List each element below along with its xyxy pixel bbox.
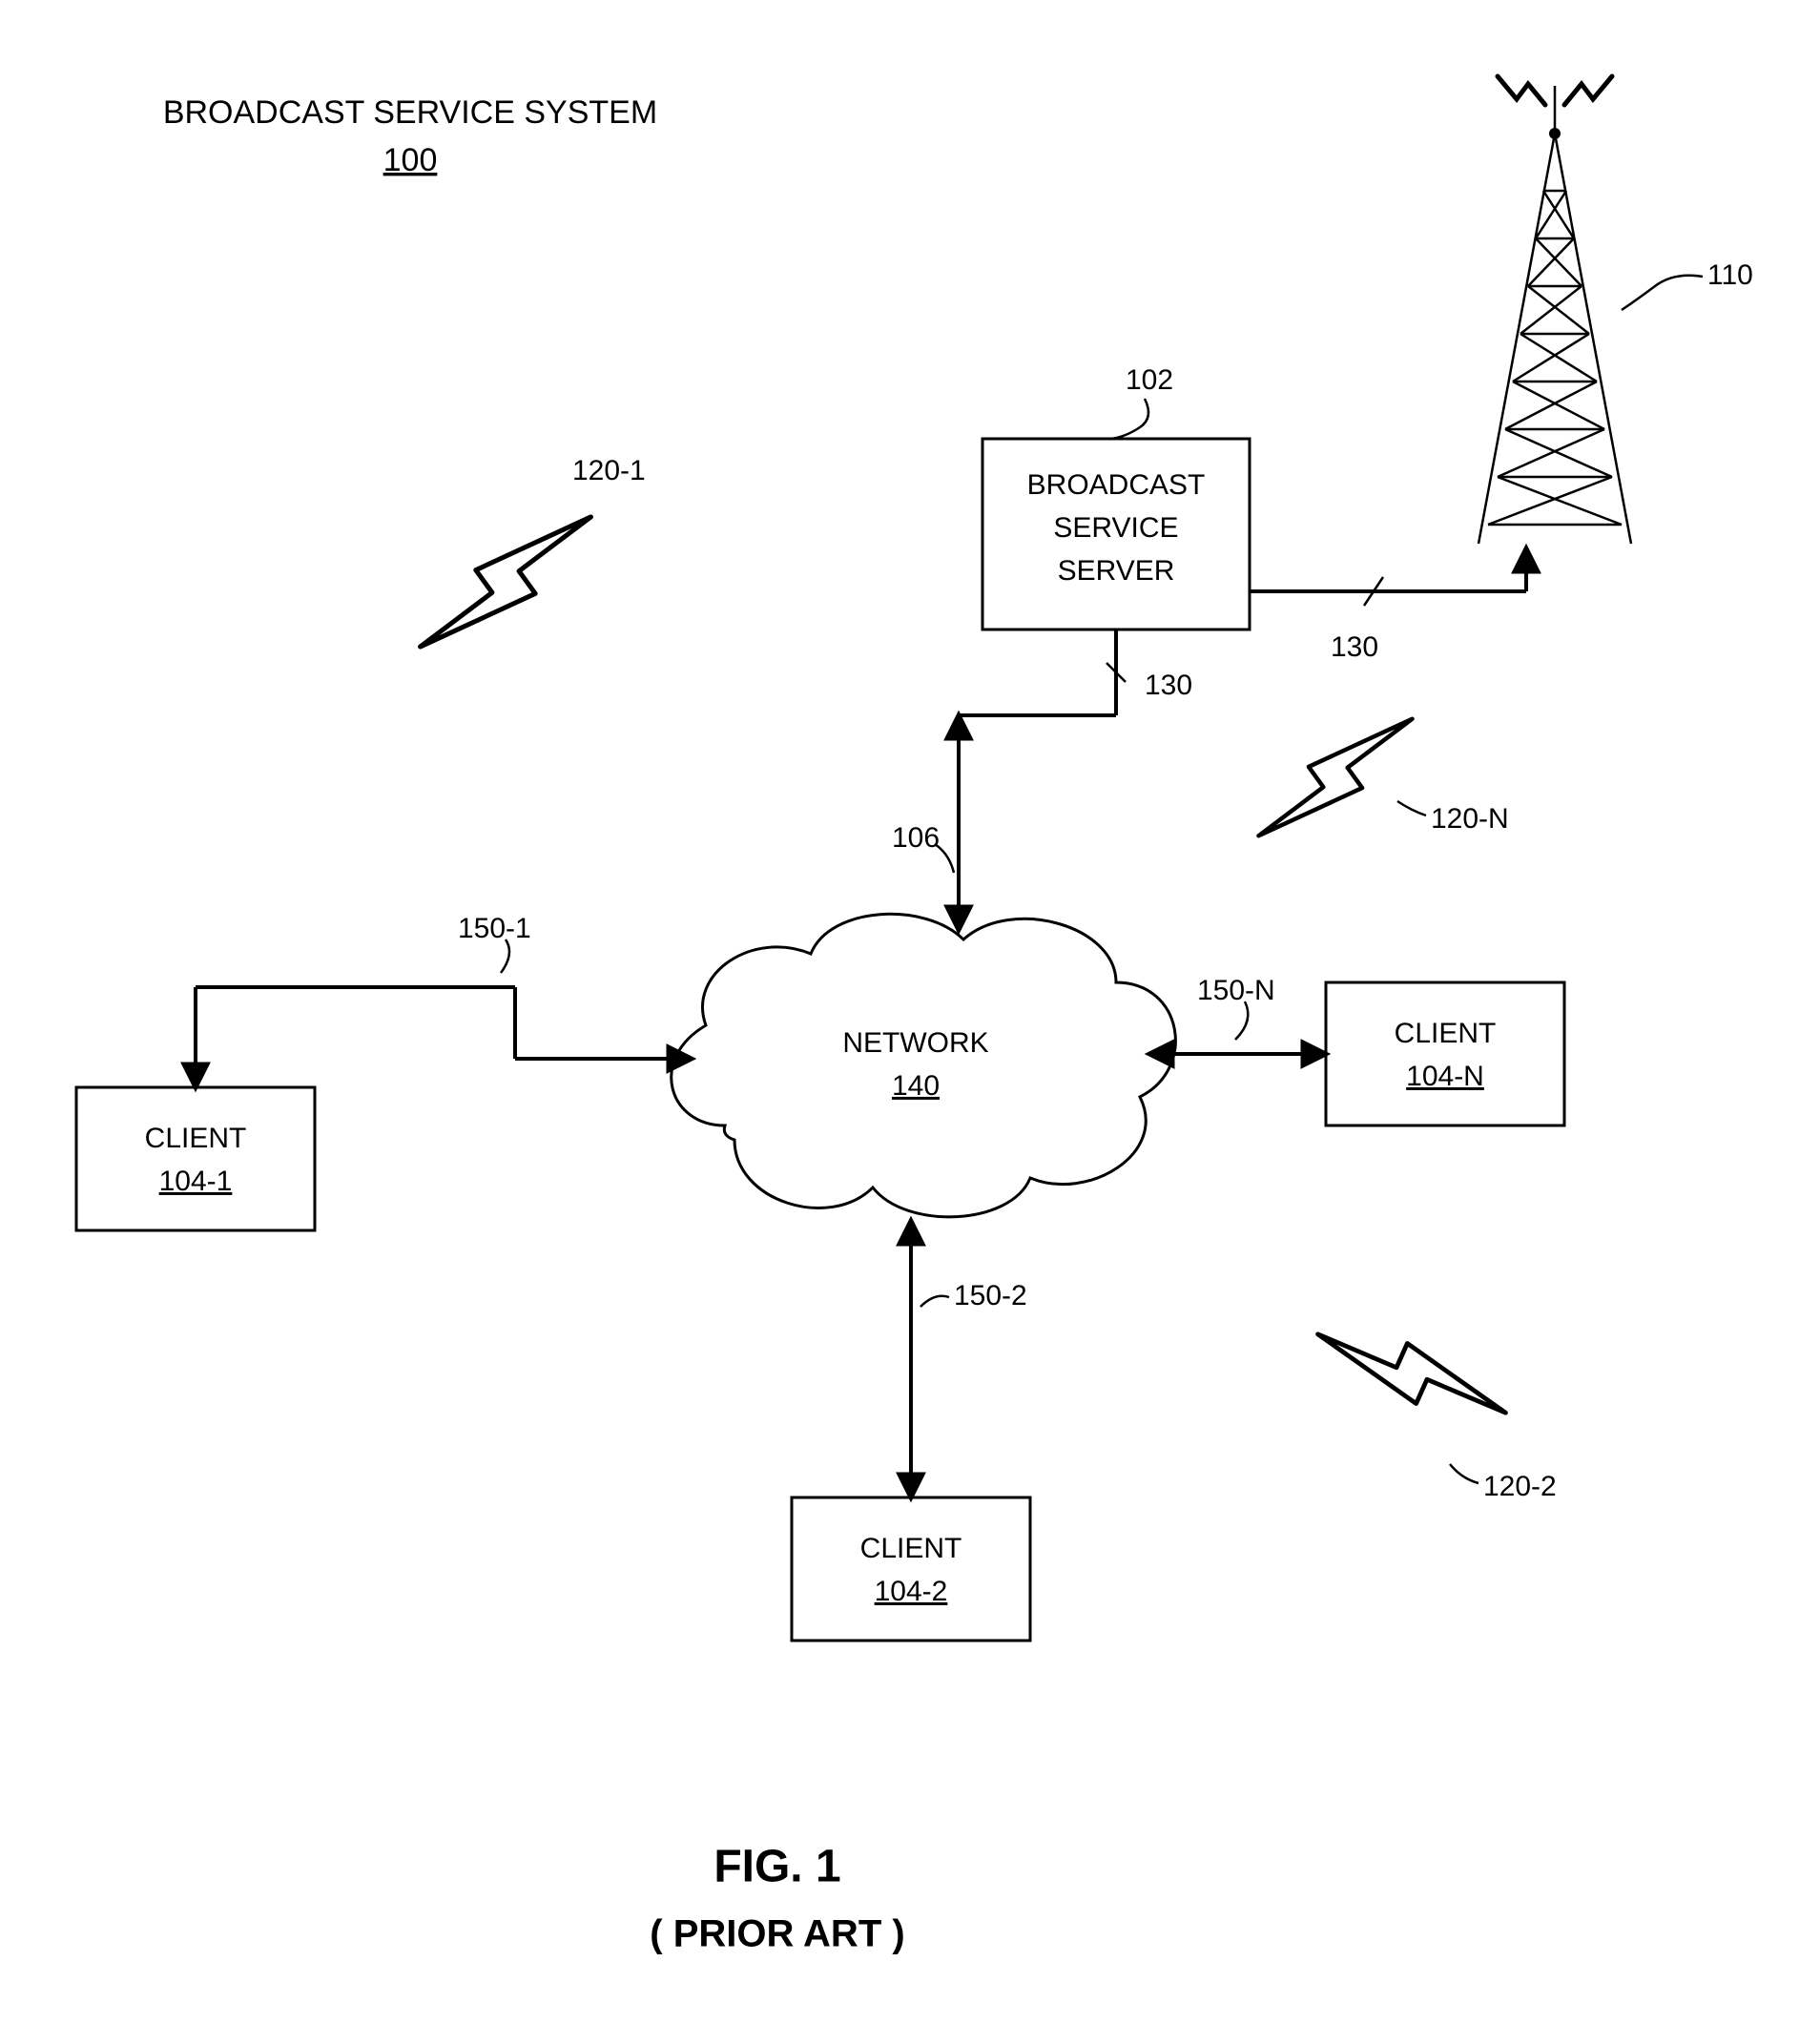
- server-label-2: SERVICE: [1053, 512, 1178, 544]
- edge-cn-leader: [1235, 1001, 1248, 1040]
- signal-2: [1318, 1271, 1506, 1475]
- network-cloud: NETWORK 140: [672, 914, 1176, 1217]
- network-ref: 106: [892, 822, 940, 854]
- server-ref: 102: [1126, 364, 1173, 396]
- edge-server-network: [959, 630, 1126, 930]
- client-2: CLIENT 104-2: [792, 1497, 1030, 1641]
- client-1: CLIENT 104-1: [76, 1087, 315, 1230]
- client-2-label: CLIENT: [860, 1533, 962, 1564]
- title-line1: BROADCAST SERVICE SYSTEM: [163, 94, 657, 131]
- signal-1: [410, 517, 601, 647]
- edge-cn-ref: 150-N: [1197, 975, 1275, 1006]
- signal-n-ref: 120-N: [1431, 803, 1509, 835]
- edge-server-tower-ref: 130: [1331, 631, 1378, 663]
- server-label-1: BROADCAST: [1027, 469, 1206, 501]
- edge-server-network-ref: 130: [1145, 670, 1192, 701]
- signal-1-ref: 120-1: [572, 455, 646, 486]
- signal-2-ref: 120-2: [1483, 1471, 1557, 1502]
- edge-c1-ref: 150-1: [458, 913, 531, 944]
- edge-c1-leader: [501, 939, 509, 973]
- edge-c2-ref: 150-2: [954, 1280, 1027, 1311]
- network-num: 140: [892, 1070, 940, 1102]
- tower-ref: 110: [1707, 259, 1753, 291]
- client-n-label: CLIENT: [1395, 1018, 1497, 1049]
- edge-c2-leader: [920, 1296, 949, 1307]
- tower-ref-leader: [1622, 276, 1703, 310]
- client-1-num: 104-1: [159, 1166, 233, 1197]
- tower: [1478, 76, 1631, 544]
- server-node: BROADCAST SERVICE SERVER: [982, 439, 1250, 630]
- figure-subtitle: ( PRIOR ART ): [650, 1913, 904, 1955]
- signal-n: [1250, 719, 1421, 836]
- server-label-3: SERVER: [1058, 555, 1175, 587]
- network-label: NETWORK: [842, 1027, 988, 1059]
- client-1-label: CLIENT: [145, 1123, 247, 1154]
- signal-n-leader: [1397, 801, 1426, 816]
- signal-2-leader: [1450, 1464, 1478, 1483]
- edge-c1: [196, 987, 692, 1087]
- client-n-num: 104-N: [1406, 1061, 1484, 1092]
- server-ref-leader: [1111, 399, 1148, 439]
- client-n: CLIENT 104-N: [1326, 982, 1564, 1125]
- figure-title: FIG. 1: [713, 1842, 840, 1892]
- client-2-num: 104-2: [875, 1576, 948, 1607]
- edge-server-tower: [1250, 548, 1526, 606]
- title-num: 100: [383, 142, 438, 178]
